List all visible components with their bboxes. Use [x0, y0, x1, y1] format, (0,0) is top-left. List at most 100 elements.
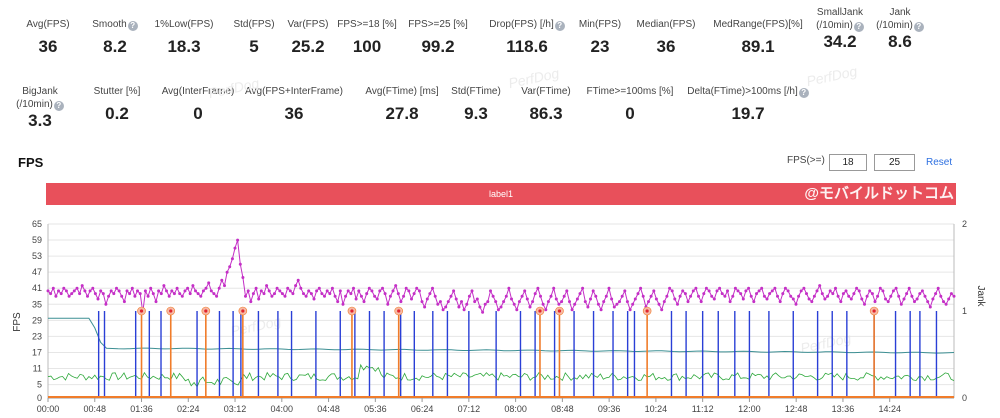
fps-point	[225, 270, 229, 274]
fps-point	[291, 292, 295, 296]
help-icon[interactable]: ?	[554, 21, 565, 31]
fps-point	[847, 294, 851, 298]
fps-point	[531, 300, 535, 304]
fps-point	[739, 292, 743, 296]
stat-value: 36	[284, 104, 304, 123]
stat-value: 86.3	[529, 104, 563, 123]
fps-point	[286, 286, 290, 290]
fps-point	[122, 300, 126, 304]
fps-point	[415, 286, 419, 290]
reset-button[interactable]: Reset	[926, 157, 953, 168]
fps-point	[783, 286, 787, 290]
fps-point	[834, 286, 837, 290]
fps-point	[604, 294, 608, 298]
fps-point	[586, 305, 590, 309]
fps-point	[625, 300, 629, 304]
fps-threshold-input-1[interactable]: 18	[829, 154, 867, 171]
fps-point	[615, 302, 619, 306]
fps-point	[686, 300, 690, 304]
fps-point	[778, 300, 782, 304]
fps-point	[283, 294, 287, 298]
fps-point	[681, 289, 685, 293]
fps-point	[88, 289, 92, 293]
fps-point	[602, 300, 606, 304]
fps-point	[791, 297, 795, 301]
fps-point	[125, 289, 129, 293]
x-tick-label: 08:00	[504, 404, 527, 414]
x-tick-label: 04:00	[271, 404, 294, 414]
fps-point	[336, 300, 340, 304]
fps-point	[220, 278, 224, 282]
stat-min-fps: Min(FPS) 23	[578, 18, 622, 57]
fps-point	[926, 300, 930, 304]
fps-point	[460, 300, 463, 304]
fps-point	[99, 289, 103, 293]
fps-point	[936, 286, 940, 290]
fps-point	[704, 286, 708, 290]
fps-point	[718, 286, 722, 290]
fps-point	[146, 294, 150, 298]
fps-point	[807, 297, 811, 301]
stat-value: 3.3	[28, 111, 52, 130]
fps-point	[438, 300, 442, 304]
stat-delta-ftime-100ms-h: Delta(FTime)>100ms [/h]? 19.7	[680, 85, 816, 124]
fps-point	[689, 294, 693, 298]
fps-point	[391, 289, 395, 293]
fps-chart[interactable]: 65 59 53 47 41 35 29 23 17 11 5 0 2 1 0 00:00 00:48 01:…	[0, 206, 1000, 418]
fps-point	[878, 286, 882, 290]
fps-point	[410, 297, 413, 301]
fps-point	[204, 286, 208, 290]
fps-point	[517, 300, 521, 304]
fps-point	[352, 286, 355, 290]
fps-point	[341, 302, 345, 306]
help-icon[interactable]: ?	[798, 88, 809, 98]
fps-point	[296, 278, 300, 282]
help-icon[interactable]: ?	[913, 22, 924, 32]
stat-value: 118.6	[506, 37, 548, 56]
fps-point	[378, 289, 382, 293]
fps-point	[907, 286, 911, 290]
x-tick-label: 00:48	[83, 404, 106, 414]
y-tick-label: 29	[32, 315, 42, 325]
y-tick-label: 23	[32, 331, 42, 341]
stat-1-low-fps: 1%Low(FPS) 18.3	[146, 18, 222, 57]
stat-label: 1%Low(FPS)	[154, 19, 214, 30]
fps-point	[939, 294, 943, 298]
stat-label: Delta(FTime)>100ms [/h]?	[680, 85, 816, 98]
fps-point	[928, 305, 932, 309]
fps-threshold-input-2[interactable]: 25	[874, 154, 915, 171]
help-icon[interactable]: ?	[53, 101, 64, 111]
fps-point	[273, 292, 276, 296]
fps-point	[944, 302, 948, 306]
fps-point	[251, 292, 255, 296]
label-bar[interactable]: label1	[46, 183, 956, 205]
help-icon[interactable]: ?	[127, 21, 138, 31]
fps-point	[83, 289, 87, 293]
fps-point	[383, 292, 387, 296]
fps-point	[478, 305, 482, 309]
y-tick-label: 47	[32, 267, 42, 277]
fps-point	[583, 300, 587, 304]
fps-point	[573, 302, 577, 306]
x-tick-label: 06:24	[411, 404, 434, 414]
fps-point	[639, 286, 643, 290]
fps-point	[755, 292, 758, 296]
fps-point	[188, 292, 192, 296]
help-icon[interactable]: ?	[853, 22, 864, 32]
fps-point	[462, 308, 466, 312]
fps-point	[799, 289, 803, 293]
stat-avg-interframe: Avg(InterFrame) 0	[156, 85, 240, 124]
fps-point	[325, 289, 329, 293]
fps-point	[510, 297, 513, 301]
fps-point	[876, 294, 880, 298]
fps-point	[797, 294, 801, 298]
fps-point	[175, 286, 179, 290]
fps-point	[654, 297, 658, 301]
fps-point	[307, 289, 311, 293]
fps-point	[620, 294, 624, 298]
bigjank-marker-dot	[350, 309, 354, 313]
fps-point	[660, 308, 664, 312]
fps-point	[549, 294, 553, 298]
fps-point	[947, 297, 951, 301]
fps-point	[431, 286, 434, 290]
